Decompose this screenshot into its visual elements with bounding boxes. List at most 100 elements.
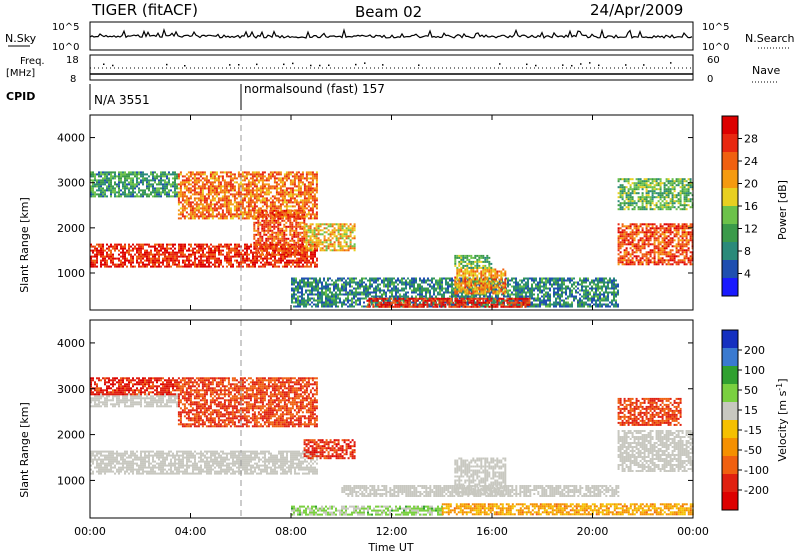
power-cell: [232, 195, 234, 197]
power-cell: [112, 264, 114, 266]
power-cell: [164, 181, 166, 183]
power-cell: [505, 296, 507, 298]
power-cell: [204, 256, 206, 258]
power-cell: [347, 282, 349, 284]
power-cell: [244, 211, 246, 213]
power-cell: [106, 175, 108, 177]
power-cell: [276, 193, 278, 195]
power-cell: [287, 210, 289, 212]
power-cell: [142, 173, 144, 175]
power-cell: [357, 298, 359, 300]
power-cell: [136, 181, 138, 183]
power-cell: [411, 286, 413, 288]
power-cell: [262, 177, 264, 179]
power-cell: [306, 177, 308, 179]
power-cell: [279, 250, 281, 252]
power-cell: [587, 280, 589, 282]
beam-title: Beam 02: [355, 3, 422, 21]
power-cell: [445, 282, 447, 284]
power-cell: [275, 248, 277, 250]
power-cell: [180, 183, 182, 185]
power-cell: [194, 254, 196, 256]
power-cell: [308, 177, 310, 179]
power-cell: [316, 185, 318, 187]
power-cell: [265, 244, 267, 246]
power-cell: [561, 282, 563, 284]
power-cell: [328, 239, 330, 241]
power-cell: [575, 282, 577, 284]
power-cell: [258, 181, 260, 183]
power-cell: [435, 280, 437, 282]
power-cell: [517, 294, 519, 296]
power-cell: [267, 244, 269, 246]
power-cell: [244, 254, 246, 256]
power-cell: [555, 300, 557, 302]
power-cell: [234, 175, 236, 177]
power-cell: [295, 252, 297, 254]
power-cell: [132, 177, 134, 179]
power-cell: [296, 264, 298, 266]
power-cell: [248, 179, 250, 181]
power-cell: [310, 191, 312, 193]
power-cell: [228, 185, 230, 187]
power-cell: [206, 193, 208, 195]
power-cell: [300, 260, 302, 262]
power-cell: [346, 229, 348, 231]
power-cell: [312, 211, 314, 213]
power-cell: [312, 239, 314, 241]
power-cell: [288, 199, 290, 201]
power-cell: [142, 175, 144, 177]
power-cell: [261, 210, 263, 212]
power-cell: [265, 248, 267, 250]
power-cell: [96, 193, 98, 195]
power-cell: [220, 250, 222, 252]
power-cell: [303, 252, 305, 254]
power-cell: [284, 173, 286, 175]
power-cell: [275, 254, 277, 256]
power-cell: [265, 240, 267, 242]
power-cell: [314, 264, 316, 266]
power-cell: [533, 278, 535, 280]
power-cell: [275, 232, 277, 234]
power-cell: [262, 205, 264, 207]
power-cell: [279, 212, 281, 214]
power-cell: [268, 248, 270, 250]
power-cell: [549, 290, 551, 292]
power-cell: [252, 266, 254, 268]
power-cell: [114, 264, 116, 266]
power-cell: [403, 282, 405, 284]
power-cell: [306, 201, 308, 203]
power-cell: [429, 292, 431, 294]
power-cell: [533, 298, 535, 300]
power-cell: [136, 175, 138, 177]
power-cell: [242, 254, 244, 256]
power-cell: [158, 183, 160, 185]
power-cell: [124, 189, 126, 191]
power-cell: [110, 252, 112, 254]
power-cell: [164, 256, 166, 258]
power-cell: [589, 282, 591, 284]
power-cell: [114, 181, 116, 183]
power-cell: [284, 181, 286, 183]
power-cell: [208, 197, 210, 199]
power-cell: [188, 262, 190, 264]
power-cell: [285, 230, 287, 232]
power-cell: [308, 241, 310, 243]
power-cell: [236, 252, 238, 254]
power-cell: [272, 199, 274, 201]
power-cell: [208, 264, 210, 266]
power-cell: [316, 173, 318, 175]
power-cell: [240, 252, 242, 254]
power-cell: [202, 183, 204, 185]
power-cell: [427, 280, 429, 282]
power-cell: [290, 199, 292, 201]
power-cell: [120, 177, 122, 179]
power-cell: [527, 282, 529, 284]
power-cell: [118, 187, 120, 189]
power-cell: [166, 264, 168, 266]
power-cell: [158, 195, 160, 197]
power-cell: [419, 284, 421, 286]
power-cell: [287, 238, 289, 240]
power-cell: [198, 256, 200, 258]
